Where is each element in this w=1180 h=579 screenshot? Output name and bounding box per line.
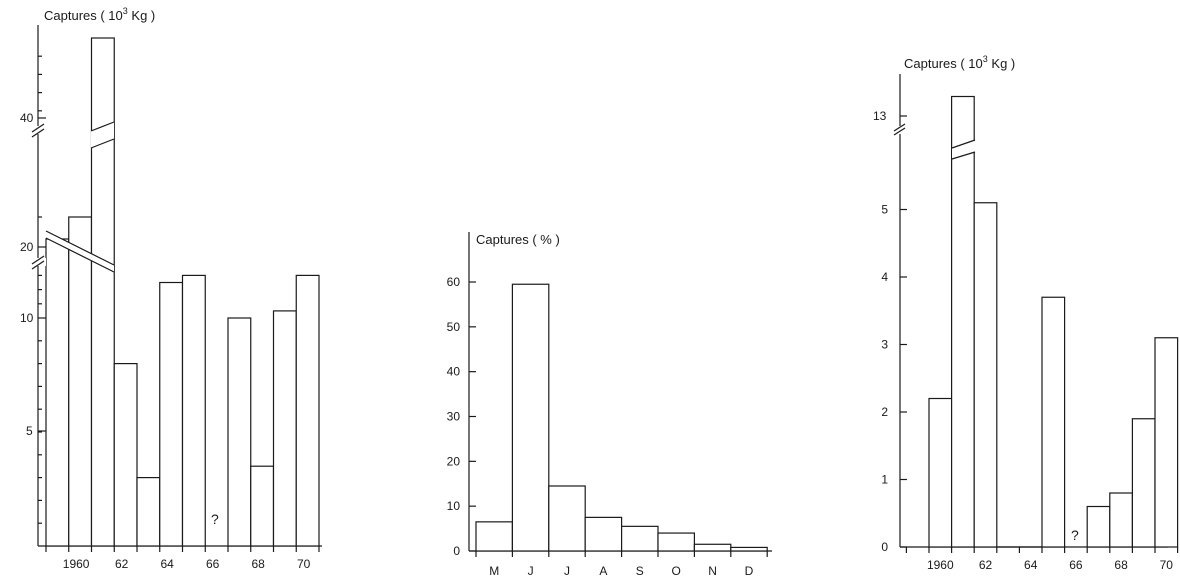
chart-3-axis-break — [893, 123, 908, 136]
chart-1-ytick-20: 20 — [20, 240, 34, 254]
chart-3-bar-1970 — [1154, 337, 1179, 548]
chart-3-ytick-13: 13 — [873, 109, 887, 123]
chart-2-ytick-label: 10 — [447, 499, 461, 513]
chart-1-xtick-label: 64 — [160, 557, 174, 571]
chart-3-bar-1960 — [928, 397, 953, 548]
chart-2-xtick-label: J — [564, 564, 570, 578]
chart-3-ytick-label: 3 — [881, 338, 888, 352]
chart-1-xtick-label: 68 — [251, 557, 265, 571]
chart-3-missing-1966: ? — [1071, 527, 1079, 543]
chart-1-bar-1969 — [272, 310, 297, 547]
chart-1-bar-1968 — [250, 465, 275, 547]
chart-2-xtick-label: O — [672, 564, 681, 578]
chart-1-axis-break-upper — [31, 123, 46, 138]
chart-2-ytick-label: 30 — [447, 410, 461, 424]
chart-2-ytick-label: 20 — [447, 454, 461, 468]
chart-1-xtick-label: 1960 — [63, 557, 90, 571]
chart-3-ytick-label: 1 — [881, 473, 888, 487]
chart-2-bar-1 — [511, 283, 550, 552]
chart-1-bar-1963 — [136, 477, 161, 547]
chart-3-bar-1967 — [1086, 505, 1111, 548]
chart-1-bar-1962 — [113, 363, 138, 547]
chart-3: Captures ( 103 Kg ) 0 1 2 3 4 5 1960 62 64 66 68 7… — [873, 54, 1179, 572]
chart-1-xtick-label: 70 — [297, 557, 311, 571]
chart-1: Captures ( 103 Kg ) 1960 62 64 66 68 70 40 20… — [20, 6, 322, 571]
chart-1-xtick-label: 66 — [206, 557, 220, 571]
chart-1-bar-break-1961 — [91, 122, 114, 148]
chart-3-ytick-label: 2 — [881, 405, 888, 419]
chart-2-bar-2 — [548, 485, 586, 552]
chart-1-x-ticks: 1960 62 64 66 68 70 — [45, 546, 320, 571]
chart-2-xtick-label: S — [636, 564, 644, 578]
chart-2-bar-6 — [693, 543, 732, 552]
chart-1-bar-1964 — [159, 281, 184, 547]
chart-3-ytick-label: 4 — [881, 270, 888, 284]
chart-3-xtick-label: 66 — [1069, 558, 1083, 572]
chart-2-ytick-label: 50 — [447, 320, 461, 334]
chart-1-axis-break-lower — [31, 255, 46, 270]
chart-2-bar-0 — [475, 521, 514, 552]
chart-3-ytick-label: 0 — [881, 540, 888, 554]
chart-3-bar-break-1961 — [952, 140, 975, 159]
chart-3-y-ticks: 0 1 2 3 4 5 — [881, 203, 907, 554]
chart-2-title: Captures ( % ) — [476, 232, 560, 247]
chart-3-bar-1965 — [1041, 296, 1066, 548]
chart-2-ytick-label: 60 — [447, 275, 461, 289]
chart-1-bar-1965 — [181, 274, 206, 547]
chart-1-bar-1970 — [295, 274, 320, 547]
chart-1-bars — [45, 37, 320, 547]
chart-3-bar-1961 — [950, 95, 975, 548]
chart-1-bar-1967 — [227, 317, 252, 547]
chart-1-title: Captures ( 103 Kg ) — [44, 6, 155, 23]
chart-1-bar-break-band — [46, 231, 114, 272]
chart-3-bar-1962 — [973, 202, 998, 548]
chart-1-missing-1966: ? — [211, 511, 219, 527]
chart-3-xtick-label: 1960 — [927, 558, 954, 572]
chart-2-bars — [475, 283, 768, 552]
chart-1-bar-1960 — [68, 216, 93, 547]
chart-2-bar-3 — [584, 516, 623, 552]
chart-2-y-ticks: 0 10 20 30 40 50 60 — [447, 275, 476, 558]
chart-1-ytick-40: 40 — [20, 111, 34, 125]
chart-2-xtick-label: M — [489, 564, 499, 578]
chart-2-xtick-label: N — [708, 564, 717, 578]
chart-3-x-ticks: 1960 62 64 66 68 70 — [905, 547, 1179, 572]
chart-3-xtick-label: 62 — [979, 558, 993, 572]
chart-2-bar-5 — [657, 532, 696, 552]
chart-3-bar-1969 — [1131, 418, 1156, 548]
chart-1-ytick-5: 5 — [26, 424, 33, 438]
chart-3-xtick-label: 64 — [1024, 558, 1038, 572]
chart-2-xtick-label: J — [528, 564, 534, 578]
chart-2-ytick-label: 0 — [453, 544, 460, 558]
chart-3-xtick-label: 68 — [1114, 558, 1128, 572]
chart-1-bar-1961 — [90, 37, 115, 547]
chart-3-bars — [928, 95, 1179, 548]
chart-3-xtick-label: 70 — [1160, 558, 1174, 572]
chart-2: Captures ( % ) 0 10 20 30 40 50 60 M J J A S O N D — [447, 232, 772, 578]
chart-2-ytick-label: 40 — [447, 365, 461, 379]
chart-2-bar-4 — [620, 525, 659, 552]
chart-2-xtick-label: A — [599, 564, 607, 578]
chart-3-title: Captures ( 103 Kg ) — [904, 54, 1015, 71]
chart-1-xtick-label: 62 — [115, 557, 129, 571]
chart-3-bar-1968 — [1109, 492, 1134, 548]
chart-2-xtick-label: D — [745, 564, 754, 578]
chart-3-ytick-label: 5 — [881, 203, 888, 217]
chart-1-minor-ticks — [38, 55, 42, 524]
chart-2-bar-7 — [730, 546, 768, 552]
chart-1-ytick-10: 10 — [20, 311, 34, 325]
chart-1-bar-1959 — [45, 238, 70, 547]
